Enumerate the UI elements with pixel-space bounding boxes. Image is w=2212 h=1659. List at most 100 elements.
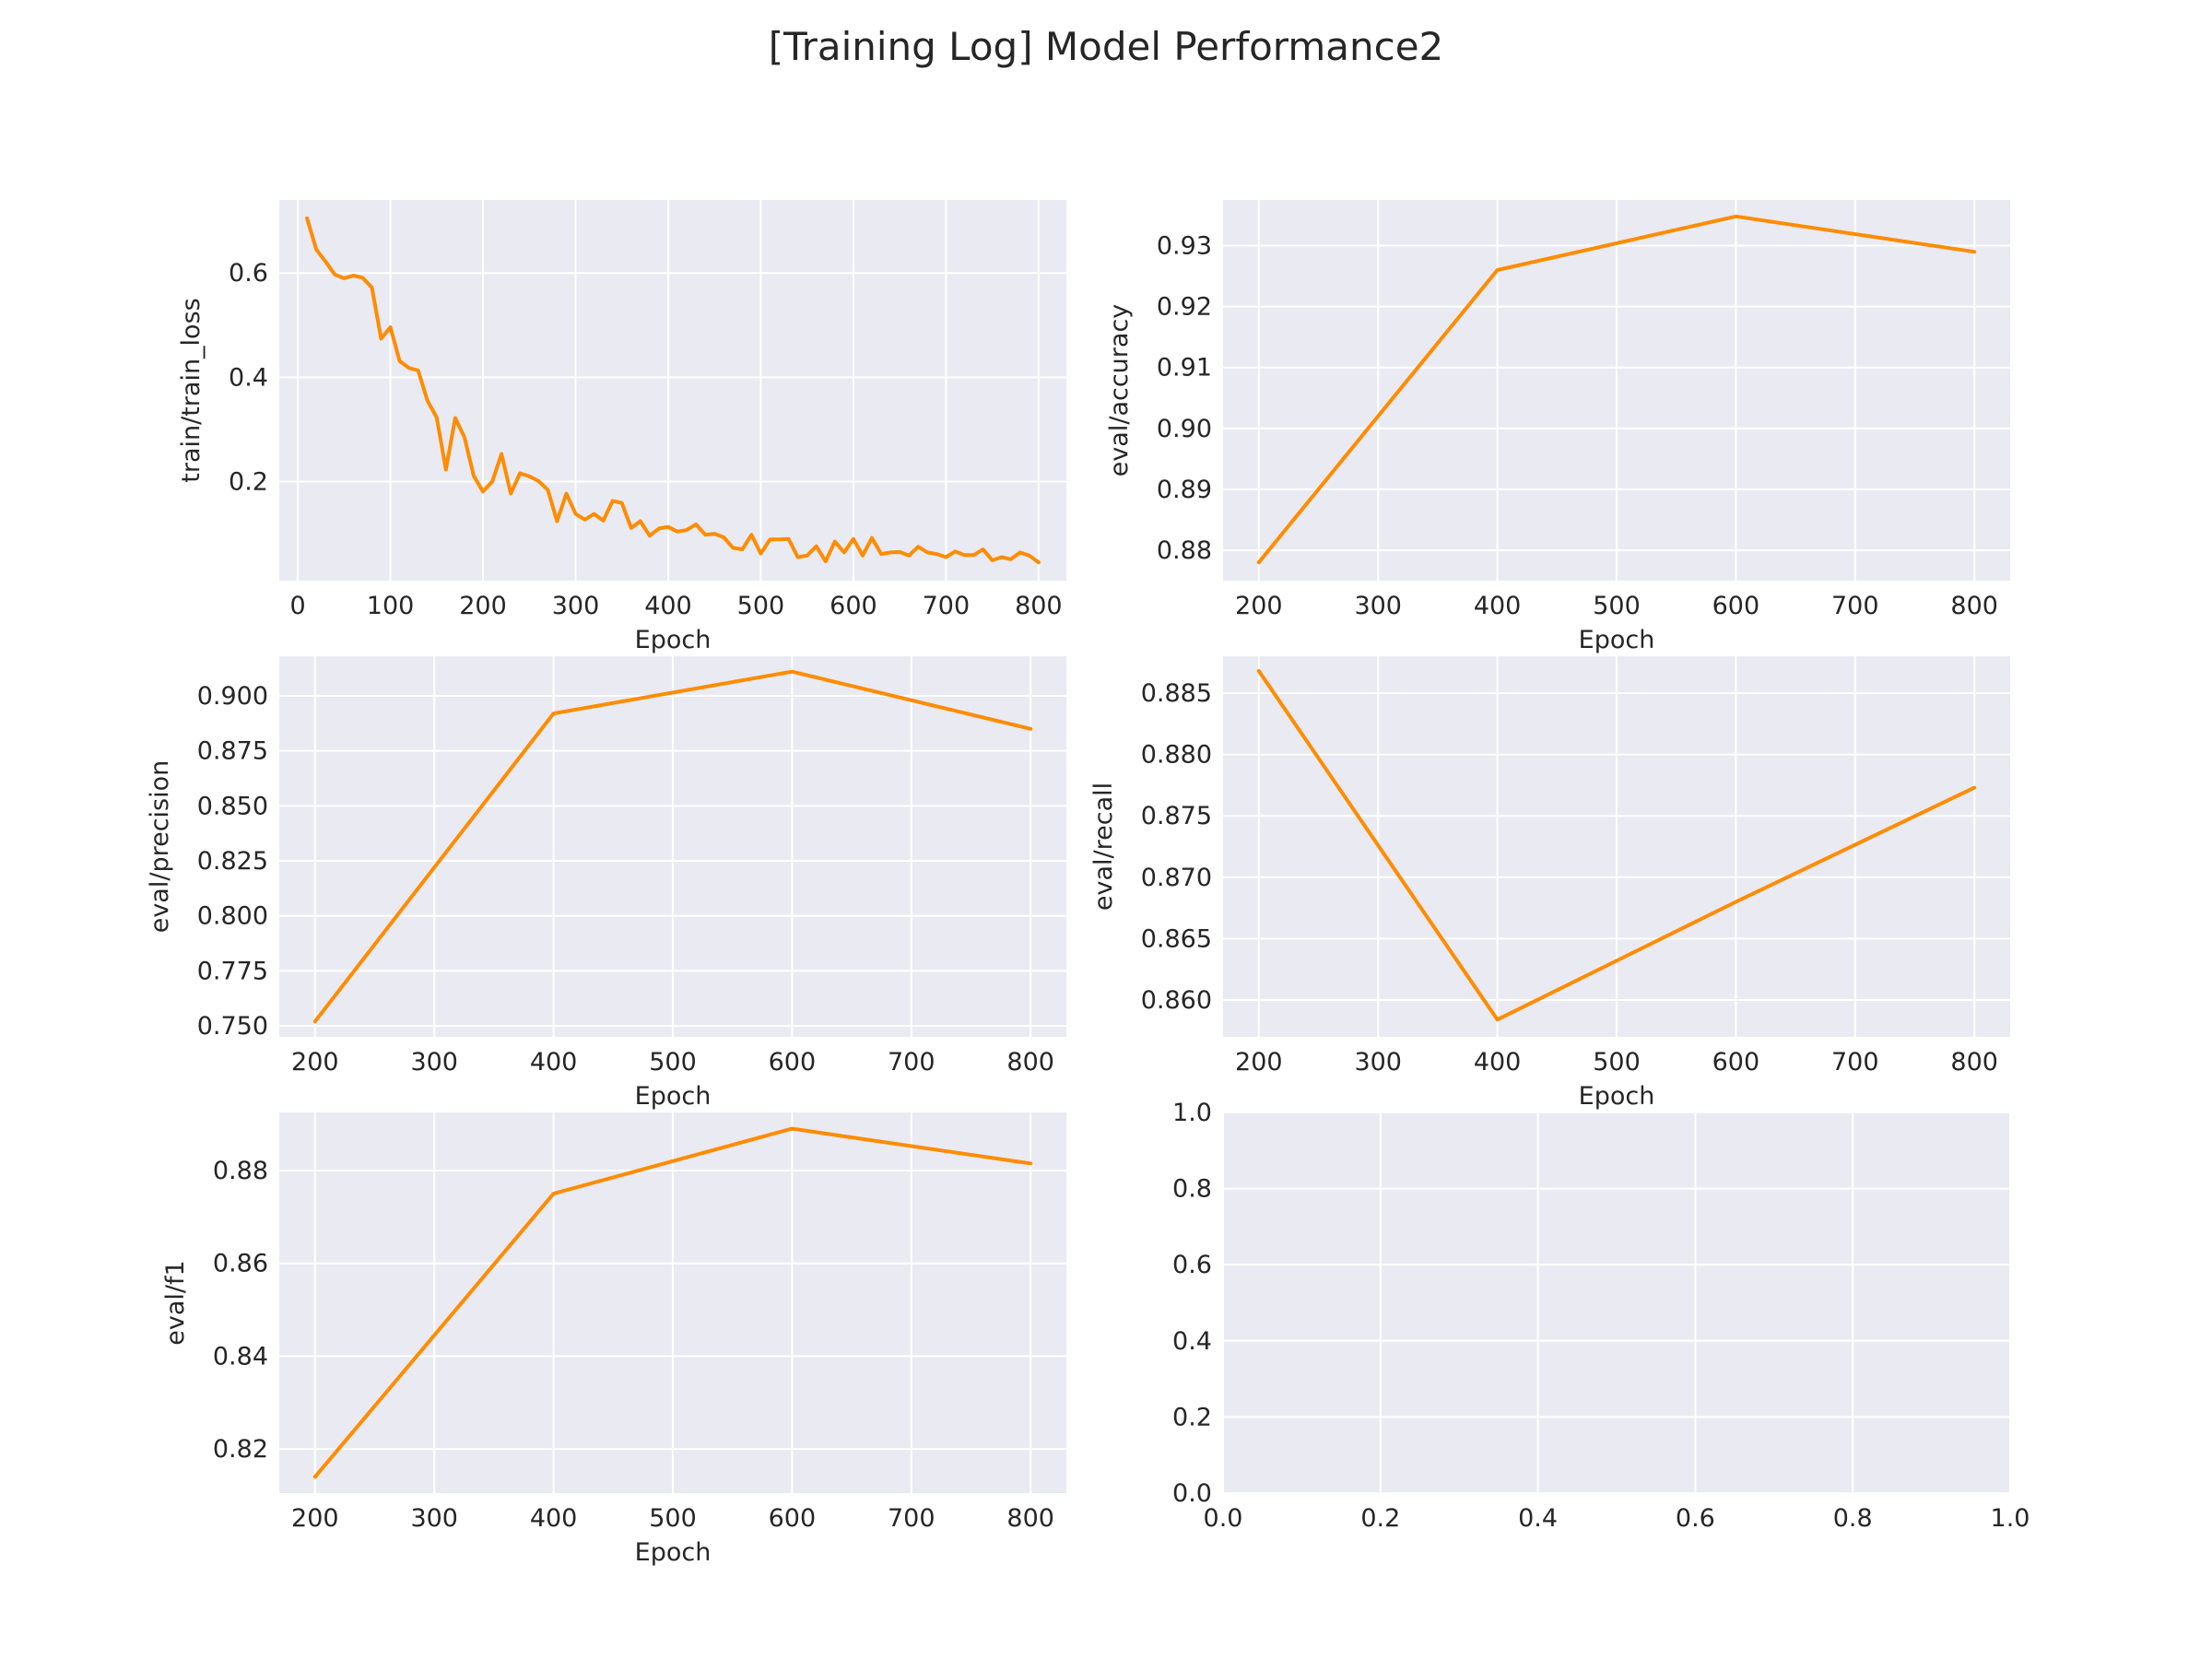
x-tick-label: 300 (1354, 1048, 1402, 1077)
y-tick-label: 0.2 (229, 468, 268, 497)
y-tick-label: 0.885 (1141, 679, 1212, 708)
x-tick-label: 0 (290, 592, 306, 620)
y-tick-label: 0.750 (197, 1012, 268, 1041)
y-tick-label: 0.875 (1141, 802, 1212, 830)
x-tick-label: 500 (649, 1504, 697, 1533)
x-tick-label: 800 (1006, 1504, 1054, 1533)
x-tick-label: 500 (1593, 592, 1641, 620)
x-tick-label: 800 (1950, 1048, 1998, 1077)
x-tick-label: 800 (1950, 592, 1998, 620)
x-tick-label: 700 (888, 1504, 935, 1533)
subplot-6: 0.0 0.2 0.4 0.6 0.8 1.0 0.0 0.2 0.4 0.6 0.8 1.0 (1172, 1099, 2030, 1533)
y-tick-label: 0.8 (1172, 1175, 1212, 1204)
subplot-2: 200 300 400 500 600 700 800 0.88 0.89 0.90 0.91 0.9… (1105, 200, 2010, 654)
plot-area (279, 200, 1066, 581)
y-tick-label: 0.6 (229, 259, 268, 288)
y-axis-label: eval/accuracy (1105, 304, 1134, 477)
y-tick-label: 0.92 (1157, 293, 1212, 322)
x-tick-label: 200 (1235, 592, 1283, 620)
x-tick-label: 400 (1474, 1048, 1522, 1077)
x-tick-label: 400 (644, 592, 692, 620)
x-tick-label: 200 (459, 592, 507, 620)
x-tick-label: 800 (1015, 592, 1063, 620)
series-line (1256, 214, 1977, 565)
y-tick-label: 0.84 (213, 1342, 268, 1371)
y-tick-label: 0.90 (1157, 415, 1212, 443)
subplot-3: 200 300 400 500 600 700 800 0.750 0.775 0.800 0.82… (146, 656, 1066, 1111)
x-tick-label: 700 (923, 592, 971, 620)
y-tick-label: 0.4 (229, 363, 268, 392)
y-tick-label: 0.875 (197, 737, 268, 766)
x-tick-label: 600 (1712, 1048, 1760, 1077)
x-tick-label: 600 (769, 1504, 817, 1533)
series-line (312, 1126, 1033, 1479)
x-tick-label: 600 (769, 1048, 817, 1077)
y-tick-label: 0.6 (1172, 1251, 1212, 1279)
x-axis-label: Epoch (635, 626, 712, 654)
x-tick-label: 0.2 (1360, 1504, 1400, 1533)
x-tick-label: 300 (552, 592, 600, 620)
y-axis-label: eval/precision (146, 760, 174, 934)
plot-area (1223, 1112, 2010, 1493)
x-tick-label: 100 (367, 592, 415, 620)
y-tick-label: 0.775 (197, 957, 268, 985)
x-tick-label: 500 (649, 1048, 697, 1077)
y-tick-label: 0.82 (213, 1435, 268, 1464)
x-tick-label: 300 (1354, 592, 1402, 620)
y-tick-label: 0.865 (1141, 924, 1212, 953)
y-axis-label: eval/f1 (161, 1260, 190, 1345)
y-tick-label: 0.89 (1157, 476, 1212, 504)
y-tick-label: 0.2 (1172, 1403, 1212, 1431)
x-tick-label: 700 (1831, 592, 1879, 620)
y-tick-label: 0.91 (1157, 354, 1212, 382)
y-tick-label: 0.850 (197, 792, 268, 820)
subplot-1: 0 100 200 300 400 500 600 700 800 0.2 0.4 0.6 Epoch t… (177, 200, 1066, 654)
x-tick-label: 500 (1593, 1048, 1641, 1077)
x-tick-label: 600 (1712, 592, 1760, 620)
y-tick-label: 1.0 (1172, 1099, 1212, 1127)
x-tick-label: 0.4 (1518, 1504, 1558, 1533)
x-axis-label: Epoch (635, 1538, 712, 1567)
series-line (1256, 669, 1977, 1022)
x-tick-label: 200 (291, 1048, 339, 1077)
x-tick-label: 300 (410, 1504, 458, 1533)
y-tick-label: 0.800 (197, 902, 268, 931)
y-tick-label: 0.0 (1172, 1479, 1212, 1508)
x-tick-label: 200 (291, 1504, 339, 1533)
y-tick-label: 0.93 (1157, 232, 1212, 261)
figure-title: [Training Log] Model Performance2 (768, 24, 1444, 69)
y-tick-label: 0.4 (1172, 1327, 1212, 1356)
x-axis-label: Epoch (1579, 626, 1655, 654)
x-tick-label: 0.0 (1204, 1504, 1243, 1533)
x-axis-label: Epoch (635, 1082, 712, 1111)
subplot-5: 200 300 400 500 600 700 800 0.82 0.84 0.86 0.88 Epo… (161, 1112, 1066, 1567)
x-tick-label: 800 (1006, 1048, 1054, 1077)
x-tick-label: 300 (410, 1048, 458, 1077)
x-axis-label: Epoch (1579, 1082, 1655, 1111)
y-axis-label: eval/recall (1089, 782, 1118, 911)
y-tick-label: 0.870 (1141, 864, 1212, 892)
x-tick-label: 500 (737, 592, 785, 620)
x-tick-label: 400 (530, 1048, 578, 1077)
x-tick-label: 1.0 (1991, 1504, 2030, 1533)
y-axis-label: train/train_loss (177, 298, 206, 482)
y-tick-label: 0.860 (1141, 986, 1212, 1015)
x-tick-label: 400 (530, 1504, 578, 1533)
y-tick-label: 0.900 (197, 682, 268, 711)
x-tick-label: 700 (888, 1048, 935, 1077)
y-tick-label: 0.86 (213, 1250, 268, 1278)
y-tick-label: 0.88 (213, 1157, 268, 1185)
x-tick-label: 0.8 (1833, 1504, 1873, 1533)
y-tick-label: 0.825 (197, 847, 268, 876)
subplot-4: 200 300 400 500 600 700 800 0.860 0.865 0.870 0.87… (1089, 656, 2010, 1111)
x-tick-label: 0.6 (1676, 1504, 1715, 1533)
x-tick-label: 600 (830, 592, 877, 620)
series-line (305, 216, 1041, 565)
y-tick-label: 0.88 (1157, 536, 1212, 565)
series-line (312, 669, 1033, 1024)
y-tick-label: 0.880 (1141, 741, 1212, 770)
x-tick-label: 700 (1831, 1048, 1879, 1077)
x-tick-label: 200 (1235, 1048, 1283, 1077)
x-tick-label: 400 (1474, 592, 1522, 620)
